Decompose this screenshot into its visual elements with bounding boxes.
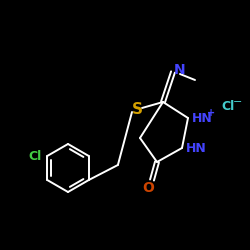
Text: HN: HN (186, 142, 206, 154)
Text: −: − (233, 97, 243, 107)
Text: S: S (132, 102, 142, 118)
Text: Cl: Cl (28, 150, 42, 162)
Text: HN: HN (192, 112, 212, 124)
Text: +: + (207, 108, 215, 118)
Text: Cl: Cl (222, 100, 234, 112)
Text: N: N (174, 63, 186, 77)
Text: O: O (142, 181, 154, 195)
